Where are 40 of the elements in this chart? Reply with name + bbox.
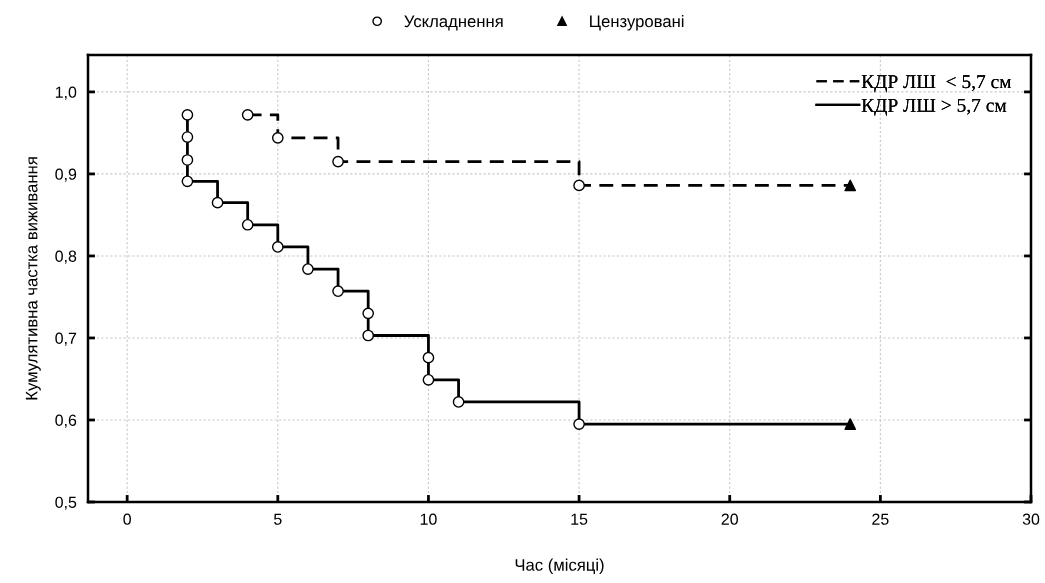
y-tick-label: 0,6 [55,414,77,428]
y-tick-label: 0,8 [55,250,77,264]
point [241,109,254,121]
point [302,263,314,275]
point [211,196,224,209]
x-tick-label: 30 [1022,513,1040,525]
point [573,418,585,430]
point [362,329,375,342]
point [181,109,194,121]
point [332,155,344,168]
point [844,418,857,430]
point [844,179,857,192]
y-axis-title: Кумулятивна частка виживання [25,157,41,400]
point [181,154,194,166]
y-tick-label: 0,5 [55,496,77,510]
point [181,175,194,188]
x-tick-label: 0 [123,513,131,525]
y-tick-label: 0,9 [55,168,77,182]
legend-label: КДР ЛШ < 5,7 см [861,75,1012,93]
legend-label: Ускладнення [404,15,503,31]
x-axis-title: Час (місяці) [515,558,604,575]
x-tick-label: 5 [274,513,282,525]
point [332,285,344,298]
point [452,396,465,408]
y-tick-label: 0,7 [55,332,77,346]
point [271,131,284,144]
legend-label: Цензуровані [590,15,684,31]
x-tick-label: 20 [721,513,738,525]
y-tick-label: 1,0 [55,86,77,100]
x-tick-label: 25 [872,513,889,525]
point [422,373,435,386]
point [241,218,254,231]
point [422,351,435,364]
point [271,241,284,253]
x-tick-label: 10 [420,513,437,525]
legend-label: КДР ЛШ > 5,7 см [861,98,1007,116]
point [181,131,194,143]
x-tick-label: 15 [571,513,588,525]
point [362,307,375,320]
point [573,179,585,192]
